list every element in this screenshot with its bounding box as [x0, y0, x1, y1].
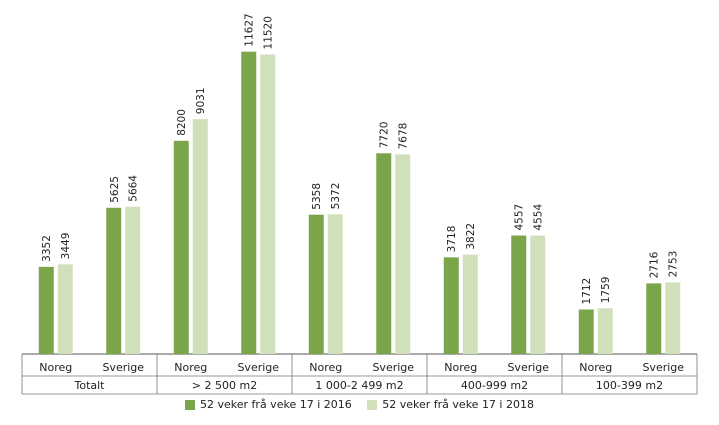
legend-item-2016: 52 veker frå veke 17 i 2016 [185, 398, 352, 411]
bar [443, 257, 459, 354]
subcategory-label: Noreg [309, 361, 342, 374]
data-label: 1712 [581, 278, 593, 305]
data-label: 11627 [244, 13, 256, 46]
bar [192, 119, 208, 354]
group-label: > 2 500 m2 [192, 379, 257, 392]
data-label: 7720 [379, 122, 391, 149]
bar [106, 207, 122, 354]
group-label: 400-999 m2 [461, 379, 528, 392]
legend-item-2018: 52 veker frå veke 17 i 2018 [367, 398, 534, 411]
bar [462, 254, 478, 354]
bar [376, 153, 392, 354]
data-label: 3822 [465, 223, 477, 250]
data-label: 2753 [668, 251, 680, 278]
legend-swatch-2016 [185, 399, 196, 410]
legend-swatch-2018 [367, 399, 378, 410]
data-label: 5372 [330, 183, 342, 210]
bar [260, 54, 276, 354]
bar [646, 283, 662, 354]
data-label: 4554 [533, 204, 545, 231]
data-label: 11520 [263, 16, 275, 49]
subcategory-label: Sverige [642, 361, 684, 374]
bar [241, 51, 257, 354]
bar [395, 154, 411, 354]
bar [125, 206, 141, 354]
subcategory-label: Noreg [174, 361, 207, 374]
data-label: 1759 [600, 277, 612, 304]
subcategory-label: Sverige [372, 361, 414, 374]
data-label: 9031 [195, 87, 207, 114]
legend-label-2018: 52 veker frå veke 17 i 2018 [382, 398, 534, 411]
data-label: 5664 [128, 175, 140, 202]
group-label: 1 000-2 499 m2 [315, 379, 403, 392]
data-label: 3718 [446, 226, 458, 253]
bar [57, 264, 73, 354]
subcategory-label: Sverige [102, 361, 144, 374]
data-label: 5358 [311, 183, 323, 210]
data-label: 7678 [398, 123, 410, 150]
data-label: 2716 [649, 251, 661, 278]
subcategory-label: Sverige [507, 361, 549, 374]
bar [327, 214, 343, 354]
group-label: 100-399 m2 [596, 379, 663, 392]
bar [173, 140, 189, 354]
legend-label-2016: 52 veker frå veke 17 i 2016 [200, 398, 352, 411]
subcategory-label: Noreg [579, 361, 612, 374]
bar [578, 309, 594, 354]
legend: 52 veker frå veke 17 i 2016 52 veker frå… [0, 398, 719, 413]
data-label: 3449 [60, 233, 72, 260]
bar [308, 214, 324, 354]
bar [665, 282, 681, 354]
subcategory-label: Noreg [39, 361, 72, 374]
subcategory-label: Noreg [444, 361, 477, 374]
data-label: 5625 [109, 176, 121, 203]
subcategory-label: Sverige [237, 361, 279, 374]
group-label: Totalt [73, 379, 105, 392]
data-label: 4557 [514, 204, 526, 231]
data-label: 8200 [176, 109, 188, 136]
bar [511, 235, 527, 354]
bar [38, 266, 54, 354]
bar [597, 308, 613, 354]
data-label: 3352 [41, 235, 53, 262]
bar [530, 235, 546, 354]
